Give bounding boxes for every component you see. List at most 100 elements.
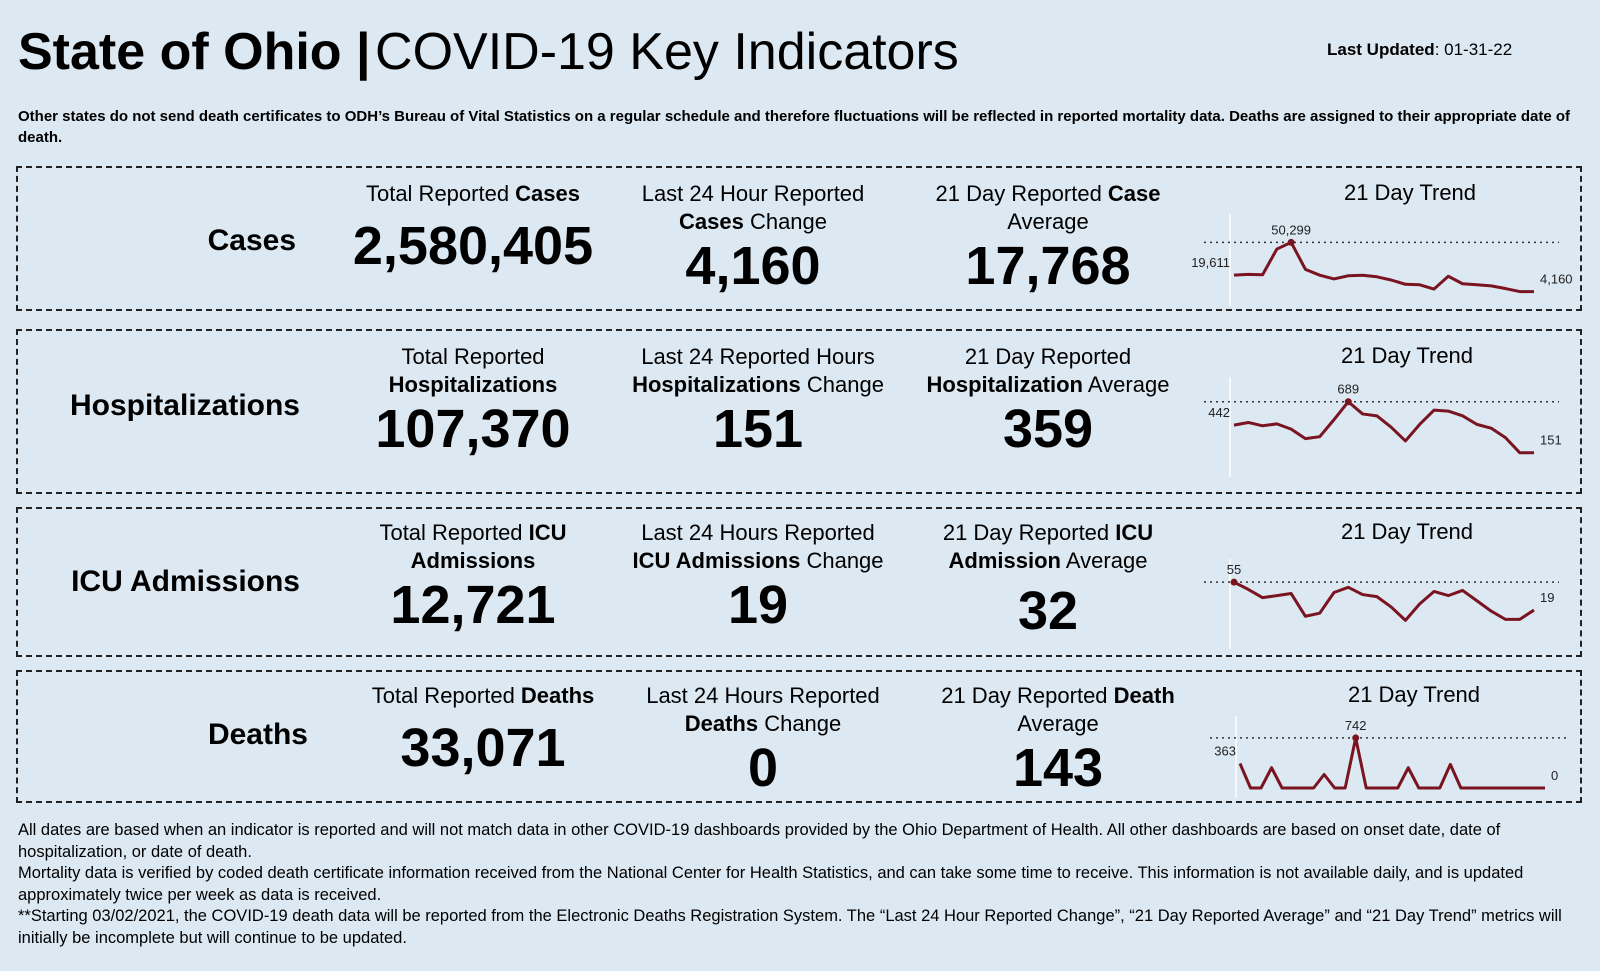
trend-last-label: 151 <box>1540 433 1562 448</box>
footer-note-2: Mortality data is verified by coded deat… <box>18 864 1524 904</box>
label-line1: Last 24 Hours Reported <box>646 683 880 708</box>
trend-chart-icu: 55 19 <box>1204 559 1559 649</box>
label-bold: Deaths <box>520 683 595 708</box>
trend-max-label: 50,299 <box>1271 222 1311 237</box>
label-post: Average <box>1061 548 1148 573</box>
label-bold: Cases <box>678 209 744 234</box>
footer-notes: All dates are based when an indicator is… <box>18 820 1588 949</box>
metric-change-cases: Last 24 Hour Reported Cases Change 4,160 <box>603 180 903 296</box>
trend-last-label: 19 <box>1540 590 1554 605</box>
title-subtitle: COVID-19 Key Indicators <box>375 23 959 81</box>
trend-first-label: 19,611 <box>1191 255 1230 270</box>
trend-chart-hospitalizations: 442 689 151 <box>1204 377 1562 477</box>
label-line1: Last 24 Hours Reported <box>641 520 875 545</box>
label-post: Change <box>800 372 884 397</box>
panel-hospitalizations: Hospitalizations Total Reported Hospitali… <box>16 329 1582 494</box>
label-post: Average <box>1007 209 1089 234</box>
trend-max-label: 742 <box>1345 718 1367 733</box>
metric-total-cases: Total Reported Cases 2,580,405 <box>323 180 623 276</box>
panel-deaths: Deaths Total Reported Deaths 33,071 Last… <box>16 670 1582 803</box>
label-post: Change <box>800 548 884 573</box>
label-bold: Hospitalizations <box>388 372 558 397</box>
trend-max-label: 55 <box>1227 562 1241 577</box>
section-label-cases: Cases <box>207 224 296 257</box>
metric-total-icu: Total Reported ICU Admissions 12,721 <box>323 519 623 635</box>
average-icu-value: 32 <box>1017 581 1079 641</box>
label-pre: Total Reported <box>371 683 521 708</box>
metric-average-icu: 21 Day Reported ICU Admission Average 32 <box>898 519 1198 641</box>
label-bold: ICU Admissions <box>632 548 801 573</box>
footer-note-1: All dates are based when an indicator is… <box>18 821 1501 861</box>
label-bold: Hospitalizations <box>632 372 801 397</box>
trend-first-label: 363 <box>1214 743 1236 758</box>
label-bold-2: Admissions <box>410 548 536 573</box>
label-post: Change <box>758 711 842 736</box>
label-pre: Total Reported <box>365 181 516 206</box>
label-bold: ICU <box>1115 520 1154 545</box>
metric-change-hospitalizations: Last 24 Reported Hours Hospitalizations C… <box>603 343 913 459</box>
trend-title-icu: 21 Day Trend <box>1340 519 1474 544</box>
trend-last-label: 4,160 <box>1540 272 1573 287</box>
trend-last-label: 0 <box>1551 768 1558 783</box>
label-bold: Death <box>1113 683 1175 708</box>
total-hospitalizations-value: 107,370 <box>375 399 571 459</box>
section-label-icu: ICU Admissions <box>71 565 300 598</box>
label-line1: Last 24 Reported Hours <box>641 344 875 369</box>
average-deaths-value: 143 <box>1012 738 1104 798</box>
title-state: State of Ohio | <box>18 23 371 81</box>
metric-change-deaths: Last 24 Hours Reported Deaths Change 0 <box>608 682 918 798</box>
total-deaths-value: 33,071 <box>400 718 566 778</box>
metric-average-deaths: 21 Day Reported Death Average 143 <box>903 682 1213 798</box>
section-label-deaths: Deaths <box>207 718 308 751</box>
panel-icu: ICU Admissions Total Reported ICU Admissi… <box>16 507 1582 657</box>
metric-change-icu: Last 24 Hours Reported ICU Admissions Cha… <box>603 519 913 635</box>
label-post: Change <box>743 209 828 234</box>
change-deaths-value: 0 <box>747 738 779 798</box>
mortality-note: Other states do not send death certifica… <box>18 108 1571 146</box>
trend-max-point <box>1352 734 1360 742</box>
label-line1: 21 Day Reported <box>964 344 1132 369</box>
label-line1: 21 Day Reported <box>935 181 1108 206</box>
label-line1: 21 Day Reported <box>942 520 1116 545</box>
metric-average-hospitalizations: 21 Day Reported Hospitalization Average 3… <box>898 343 1198 459</box>
change-cases-value: 4,160 <box>685 236 821 296</box>
trend-title-cases: 21 Day Trend <box>1343 180 1477 205</box>
label-pre: Total Reported <box>401 344 545 369</box>
trend-series-line <box>1238 736 1545 790</box>
trend-first-label: 442 <box>1208 405 1230 420</box>
total-cases-value: 2,580,405 <box>352 216 594 276</box>
change-hospitalizations-value: 151 <box>712 399 804 459</box>
label-line1: Last 24 Hour Reported <box>641 181 865 206</box>
total-icu-value: 12,721 <box>390 575 556 635</box>
label-bold: Case <box>1107 181 1161 206</box>
label-bold: ICU <box>528 520 567 545</box>
last-updated: Last Updated: 01-31-22 <box>1327 40 1512 60</box>
trend-series-line <box>1233 400 1534 455</box>
label-bold: Hospitalization <box>926 372 1083 397</box>
label-bold: Cases <box>515 181 581 206</box>
page-title: State of Ohio | COVID-19 Key Indicators <box>18 22 959 82</box>
label-post: Average <box>1017 711 1099 736</box>
label-bold-2: Admission <box>948 548 1061 573</box>
panel-cases: Cases Total Reported Cases 2,580,405 Las… <box>16 166 1582 311</box>
trend-max-point <box>1344 398 1352 406</box>
label-bold: Deaths <box>684 711 759 736</box>
section-label-hospitalizations: Hospitalizations <box>69 389 300 422</box>
trend-max-point <box>1287 238 1295 246</box>
trend-title-hospitalizations: 21 Day Trend <box>1340 343 1474 368</box>
label-line1: 21 Day Reported <box>941 683 1114 708</box>
trend-chart-cases: 19,611 50,299 4,160 <box>1191 214 1573 306</box>
trend-max-label: 689 <box>1337 382 1359 397</box>
trend-series-line <box>1233 240 1534 294</box>
trend-chart-deaths: 363 742 0 <box>1210 716 1570 798</box>
change-icu-value: 19 <box>727 575 789 635</box>
trend-title-deaths: 21 Day Trend <box>1347 682 1481 707</box>
metric-total-deaths: Total Reported Deaths 33,071 <box>323 682 643 778</box>
last-updated-value: : 01-31-22 <box>1434 40 1513 59</box>
average-hospitalizations-value: 359 <box>1002 399 1094 459</box>
footer-note-3: **Starting 03/02/2021, the COVID-19 deat… <box>18 907 1562 947</box>
metric-average-cases: 21 Day Reported Case Average 17,768 <box>898 180 1198 296</box>
last-updated-label: Last Updated <box>1327 40 1435 59</box>
trend-max-point <box>1230 578 1238 586</box>
label-post: Average <box>1083 372 1170 397</box>
